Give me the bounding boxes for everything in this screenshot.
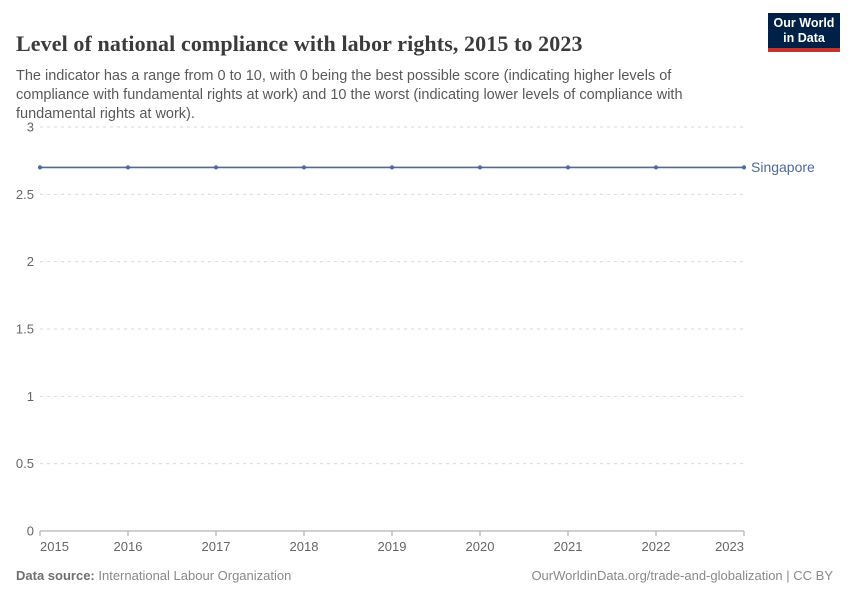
data-point bbox=[213, 165, 219, 170]
attribution: OurWorldinData.org/trade-and-globalizati… bbox=[531, 568, 833, 583]
data-point bbox=[653, 165, 659, 170]
data-source: Data source: International Labour Organi… bbox=[16, 568, 291, 583]
x-tick-label: 2018 bbox=[290, 539, 319, 554]
x-tick-label: 2017 bbox=[202, 539, 231, 554]
x-tick-label: 2020 bbox=[466, 539, 495, 554]
y-tick-label: 1.5 bbox=[16, 322, 34, 337]
x-tick-label: 2021 bbox=[554, 539, 583, 554]
y-tick-label: 3 bbox=[27, 120, 34, 135]
owid-logo-line1: Our World bbox=[773, 15, 835, 30]
y-tick-label: 2.5 bbox=[16, 187, 34, 202]
data-point bbox=[741, 165, 747, 170]
owid-logo: Our World in Data bbox=[768, 13, 840, 52]
data-source-value: International Labour Organization bbox=[98, 568, 292, 583]
y-tick-label: 2 bbox=[27, 254, 34, 269]
chart-title: Level of national compliance with labor … bbox=[16, 30, 583, 56]
x-tick-label: 2015 bbox=[40, 539, 69, 554]
y-tick-label: 0 bbox=[27, 524, 34, 539]
data-point bbox=[389, 165, 395, 170]
x-tick-label: 2019 bbox=[378, 539, 407, 554]
data-point bbox=[125, 165, 131, 170]
data-point bbox=[37, 165, 43, 170]
y-tick-label: 1 bbox=[27, 389, 34, 404]
x-tick-label: 2022 bbox=[642, 539, 671, 554]
data-source-label: Data source: bbox=[16, 568, 95, 583]
chart-footer: Data source: International Labour Organi… bbox=[16, 568, 833, 583]
data-point bbox=[477, 165, 483, 170]
series-end-label: Singapore bbox=[751, 159, 815, 175]
x-tick-label: 2023 bbox=[715, 539, 744, 554]
chart-subtitle: The indicator has a range from 0 to 10, … bbox=[16, 67, 683, 122]
data-point bbox=[565, 165, 571, 170]
owid-logo-line2: in Data bbox=[783, 30, 825, 45]
x-tick-label: 2016 bbox=[114, 539, 143, 554]
y-tick-label: 0.5 bbox=[16, 456, 34, 471]
data-point bbox=[301, 165, 307, 170]
